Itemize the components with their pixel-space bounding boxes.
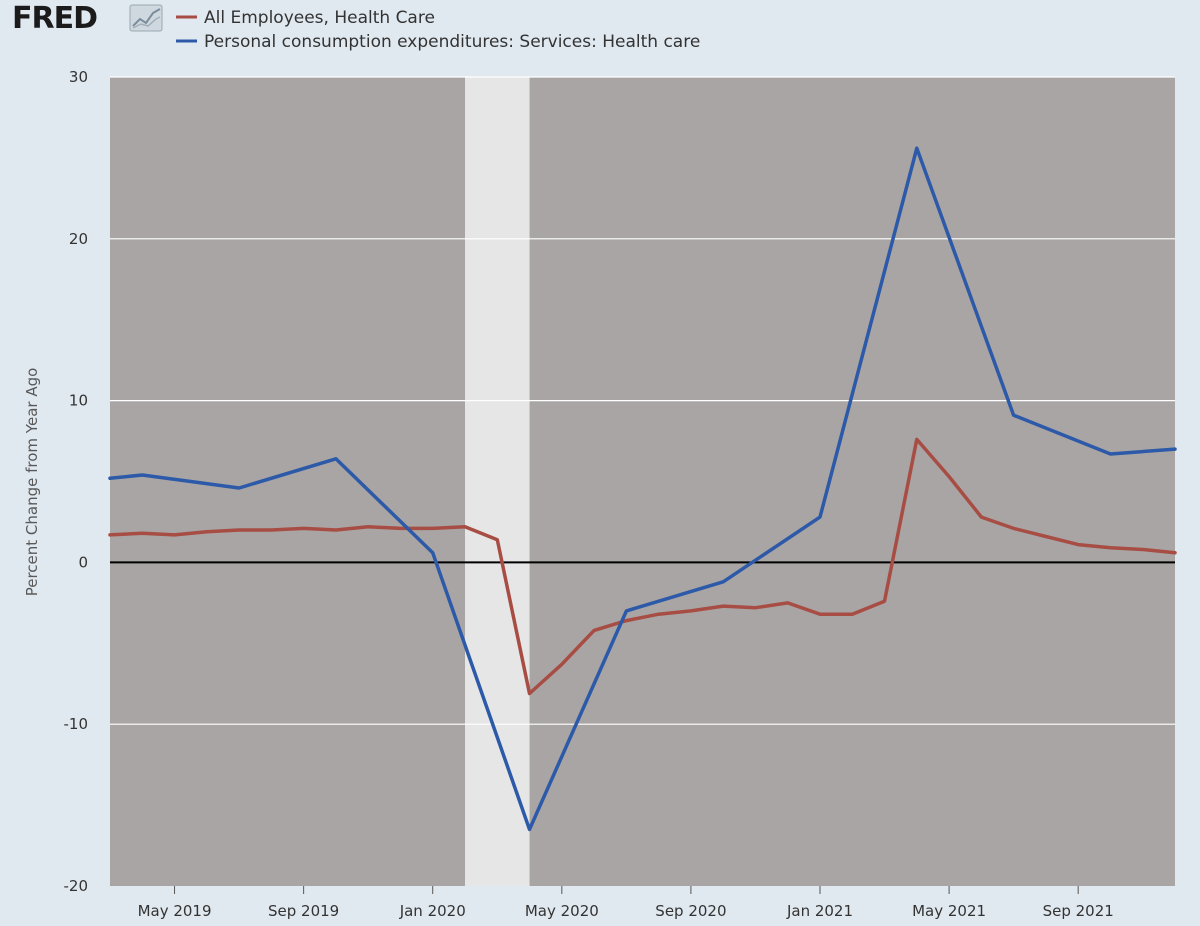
y-tick-label: 20 bbox=[69, 230, 88, 248]
legend: All Employees, Health Care Personal cons… bbox=[176, 8, 700, 52]
legend-label-employees: All Employees, Health Care bbox=[204, 8, 435, 28]
series-line-employees[interactable] bbox=[108, 437, 1177, 696]
legend-item-employees[interactable]: All Employees, Health Care bbox=[176, 8, 435, 28]
y-axis-title: Percent Change from Year Ago bbox=[23, 368, 41, 597]
y-tick-label: -10 bbox=[64, 715, 89, 733]
x-tick-label: Sep 2019 bbox=[268, 902, 339, 920]
legend-label-pce-health: Personal consumption expenditures: Servi… bbox=[204, 32, 700, 52]
x-axis: May 2019 Sep 2019 Jan 2020 May 2020 Sep 2020… bbox=[138, 886, 1114, 920]
y-axis: 30 20 10 0 -10 -20 bbox=[64, 68, 89, 895]
y-tick-label: 0 bbox=[78, 553, 88, 571]
y-tick-label: 10 bbox=[69, 392, 88, 410]
plot-area: May 2019 Sep 2019 Jan 2020 May 2020 Sep 2020… bbox=[64, 68, 1177, 920]
series-line-pce-health[interactable] bbox=[108, 146, 1177, 832]
y-tick-label: 30 bbox=[69, 68, 88, 86]
y-tick-label: -20 bbox=[64, 877, 89, 895]
fred-logo[interactable]: FRED bbox=[12, 1, 98, 36]
recession-shading bbox=[465, 77, 530, 886]
x-tick-label: Sep 2020 bbox=[655, 902, 726, 920]
x-tick-label: Sep 2021 bbox=[1043, 902, 1114, 920]
line-chart-logo-icon bbox=[129, 4, 163, 32]
plot-background bbox=[110, 77, 1175, 886]
x-tick-label: Jan 2020 bbox=[399, 902, 466, 920]
series-lines bbox=[108, 146, 1177, 832]
legend-item-pce-health[interactable]: Personal consumption expenditures: Servi… bbox=[176, 32, 700, 52]
x-tick-label: May 2020 bbox=[525, 902, 599, 920]
gridlines bbox=[110, 76, 1175, 725]
x-tick-label: May 2019 bbox=[138, 902, 212, 920]
header: FRED All Employees, Health Care Personal… bbox=[12, 1, 700, 52]
x-tick-label: Jan 2021 bbox=[786, 902, 853, 920]
x-tick-label: May 2021 bbox=[912, 902, 986, 920]
